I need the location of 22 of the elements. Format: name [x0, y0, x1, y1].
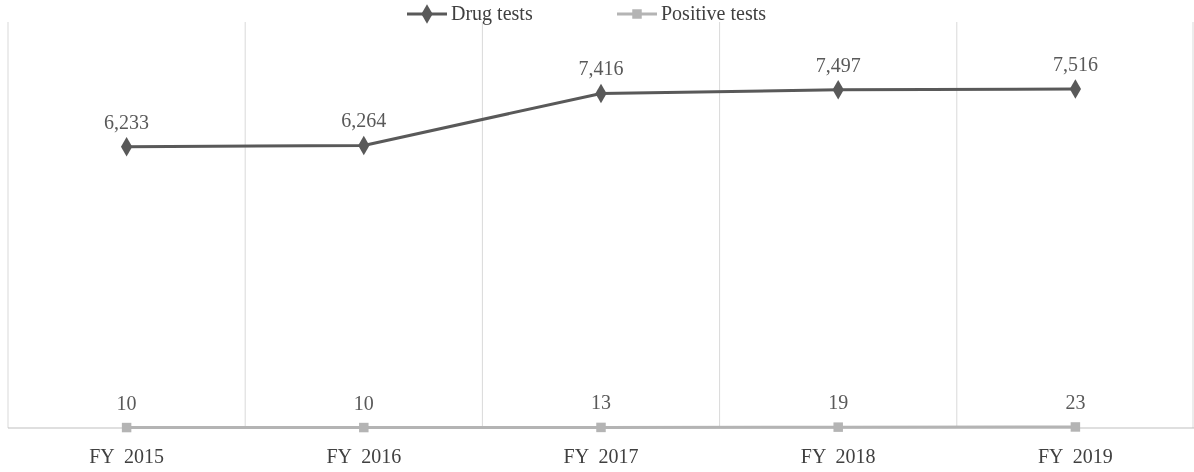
data-label: 6,264: [341, 109, 387, 132]
x-tick-label: FY 2017: [563, 445, 639, 467]
data-label: 7,497: [815, 53, 861, 76]
x-tick-label: FY 2016: [326, 445, 402, 467]
legend-label: Positive tests: [661, 2, 767, 24]
data-label: 6,233: [104, 110, 150, 133]
data-label: 7,416: [578, 57, 624, 80]
point: [596, 422, 606, 433]
legend-label: Drug tests: [451, 2, 533, 25]
x-tick-label: FY 2015: [89, 445, 165, 467]
point: [359, 422, 369, 433]
data-label: 19: [828, 391, 849, 414]
point: [833, 422, 843, 432]
data-label: 23: [1065, 390, 1086, 413]
x-tick-label: FY 2018: [800, 445, 876, 467]
data-label: 10: [353, 391, 374, 414]
point: [1070, 422, 1081, 432]
data-label: 10: [116, 391, 137, 414]
x-tick-label: FY 2019: [1037, 445, 1113, 467]
point: [121, 422, 132, 433]
data-label: 7,516: [1052, 52, 1098, 75]
data-label: 13: [591, 391, 611, 414]
